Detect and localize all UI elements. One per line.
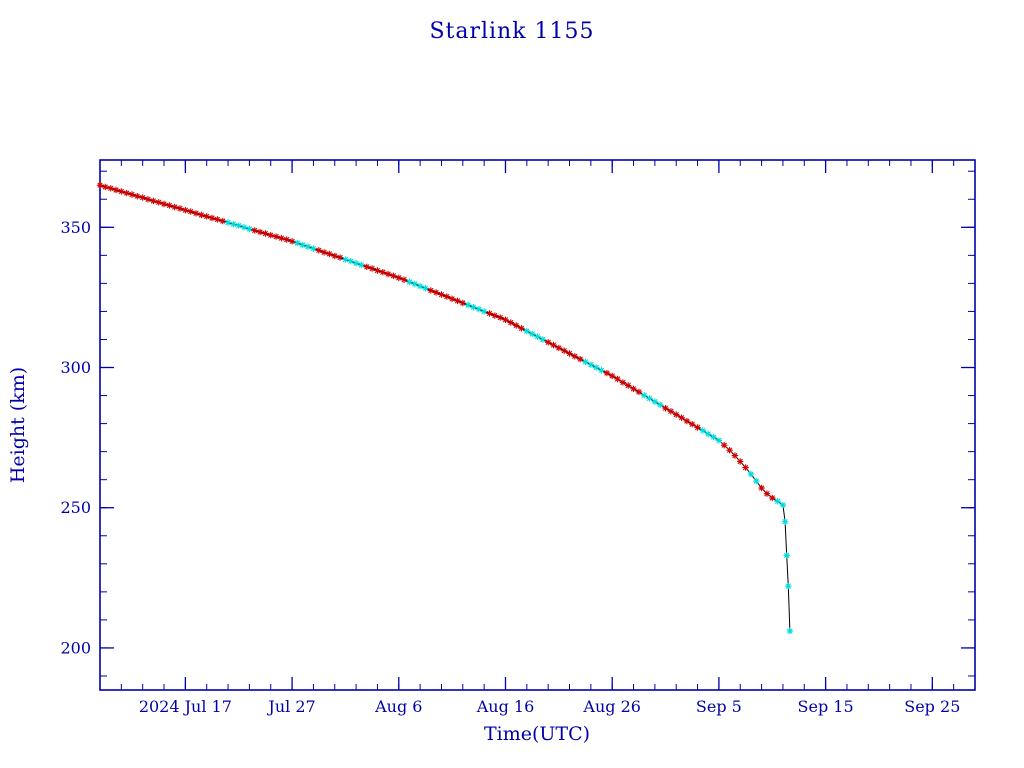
data-markers: [96, 181, 794, 635]
svg-text:Aug 6: Aug 6: [374, 697, 422, 716]
svg-text:350: 350: [60, 218, 91, 237]
svg-text:2024 Jul 17: 2024 Jul 17: [139, 697, 232, 716]
svg-text:Sep 5: Sep 5: [696, 697, 742, 716]
x-tick-labels: 2024 Jul 17 Jul 27 Aug 6 Aug 16 Aug 26 Sep 5 S…: [139, 697, 961, 716]
svg-text:Sep 15: Sep 15: [798, 697, 854, 716]
svg-text:300: 300: [60, 358, 91, 377]
axis-ticks: [100, 160, 975, 690]
svg-text:Sep 25: Sep 25: [904, 697, 960, 716]
decay-line: [99, 184, 791, 632]
chart-title: Starlink 1155: [429, 19, 594, 44]
svg-text:250: 250: [60, 498, 91, 517]
svg-text:Aug 26: Aug 26: [582, 697, 641, 716]
plot-layer: 2024 Jul 17 Jul 27 Aug 6 Aug 16 Aug 26 Sep 5 S…: [60, 159, 976, 716]
plot-frame: [99, 159, 976, 691]
svg-text:Aug 16: Aug 16: [476, 697, 535, 716]
x-axis-label: Time(UTC): [484, 723, 590, 745]
y-tick-labels: 200 250 300 350: [60, 218, 91, 658]
svg-text:Jul 27: Jul 27: [266, 697, 315, 716]
svg-text:200: 200: [60, 638, 91, 657]
y-axis-label: Height (km): [7, 367, 29, 483]
